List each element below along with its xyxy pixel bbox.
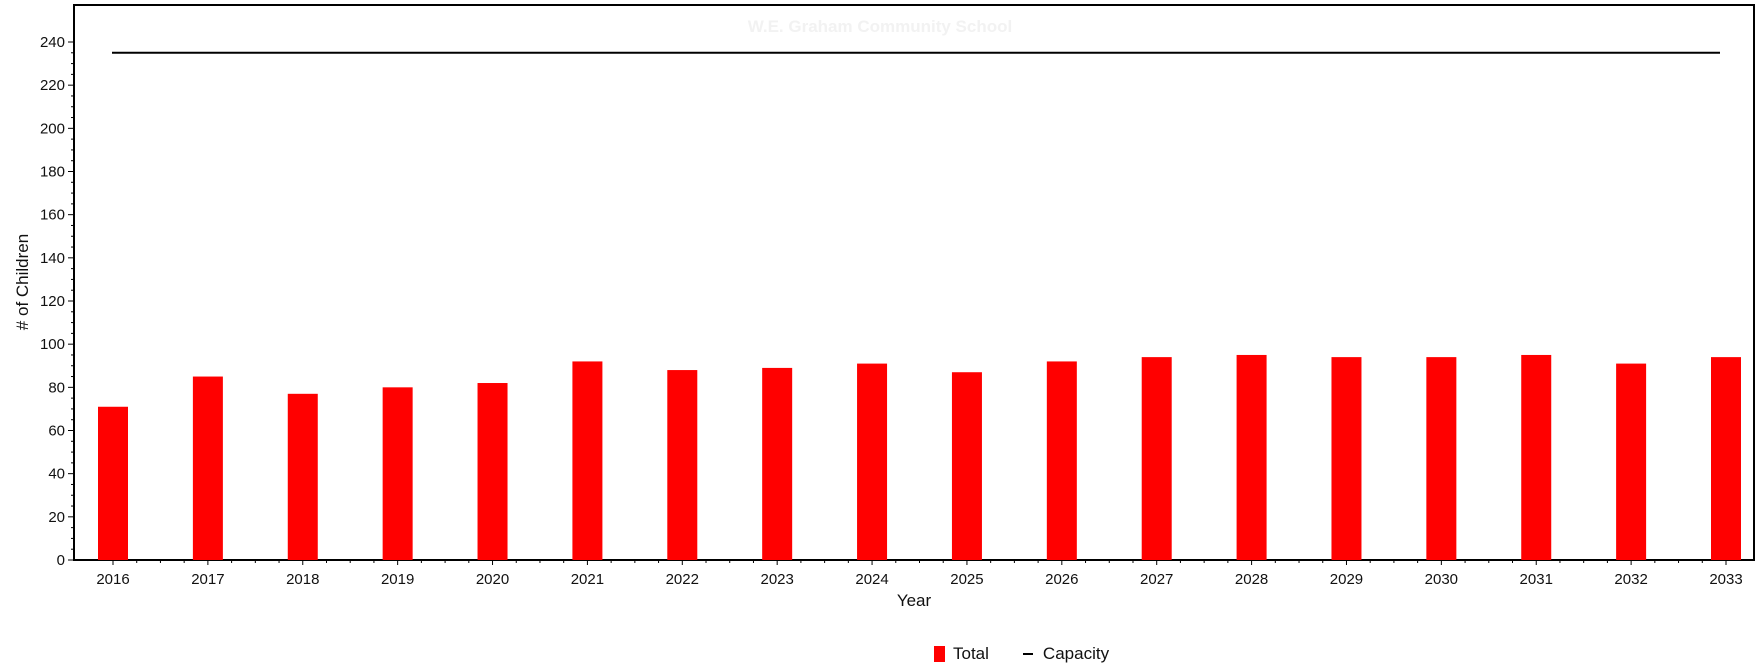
bar-total-2028 — [1236, 354, 1267, 560]
bar-total-2019 — [382, 387, 413, 560]
x-tick-label: 2032 — [1614, 571, 1647, 588]
legend: Total Capacity — [934, 644, 1143, 664]
legend-label-total: Total — [953, 644, 989, 663]
y-tick-label: 100 — [40, 336, 65, 353]
faded-background-title: W.E. Graham Community School — [748, 17, 1012, 36]
bar-total-2016 — [98, 406, 128, 560]
y-tick-label: 140 — [40, 250, 65, 267]
x-tick-label: 2017 — [191, 571, 224, 588]
y-tick-label: 220 — [40, 77, 65, 94]
plot-border — [73, 4, 1755, 561]
legend-item-capacity: Capacity — [1022, 644, 1110, 664]
x-tick-label: 2026 — [1045, 571, 1078, 588]
x-tick-label: 2028 — [1235, 571, 1268, 588]
x-axis-title: Year — [897, 591, 932, 610]
bar-total-2030 — [1426, 357, 1457, 560]
bar-total-2023 — [762, 367, 793, 560]
x-tick-label: 2019 — [381, 571, 414, 588]
legend-item-total: Total — [934, 644, 989, 664]
x-axis: 2016 2017 2018 2019 2020 2021 2022 2023 2024 2025… — [96, 560, 1743, 588]
x-tick-label: 2031 — [1520, 571, 1553, 588]
bar-total-2018 — [287, 393, 318, 560]
y-tick-label: 240 — [40, 34, 65, 51]
legend-swatch-total — [934, 646, 945, 662]
legend-swatch-capacity — [1022, 653, 1033, 655]
x-tick-label: 2029 — [1330, 571, 1363, 588]
y-tick-label: 80 — [48, 379, 65, 396]
y-axis-title: # of Children — [13, 234, 32, 330]
x-tick-label: 2030 — [1425, 571, 1458, 588]
plot-frame — [73, 4, 1755, 561]
x-tick-label: 2022 — [666, 571, 699, 588]
x-tick-label: 2020 — [476, 571, 509, 588]
bar-total-2031 — [1521, 354, 1552, 560]
bar-total-2025 — [951, 372, 982, 560]
y-tick-label: 180 — [40, 164, 65, 181]
y-tick-label: 20 — [48, 509, 65, 526]
bar-total-2020 — [477, 383, 508, 560]
y-tick-label: 60 — [48, 423, 65, 440]
bar-total-2029 — [1331, 357, 1362, 560]
x-tick-label: 2018 — [286, 571, 319, 588]
bar-total-2033 — [1711, 357, 1741, 560]
legend-label-capacity: Capacity — [1042, 644, 1110, 663]
y-tick-label: 160 — [40, 207, 65, 224]
x-tick-label: 2016 — [96, 571, 129, 588]
bar-total-2021 — [572, 361, 603, 560]
y-tick-label: 200 — [40, 120, 65, 137]
bar-series-total — [98, 354, 1741, 560]
x-tick-label: 2033 — [1709, 571, 1742, 588]
bar-total-2024 — [857, 363, 888, 560]
y-tick-label: 40 — [48, 466, 65, 483]
bar-total-2027 — [1141, 357, 1172, 560]
bar-total-2026 — [1046, 361, 1077, 560]
x-tick-label: 2021 — [571, 571, 604, 588]
bar-total-2032 — [1616, 363, 1647, 560]
y-tick-label: 120 — [40, 293, 65, 310]
x-tick-label: 2024 — [855, 571, 888, 588]
x-tick-label: 2025 — [950, 571, 983, 588]
bar-total-2017 — [192, 376, 223, 560]
x-tick-label: 2027 — [1140, 571, 1173, 588]
y-axis: 0 20 40 60 80 100 120 140 160 180 200 220 240 — [40, 34, 74, 569]
x-tick-label: 2023 — [760, 571, 793, 588]
y-tick-label: 0 — [57, 552, 65, 569]
bar-total-2022 — [667, 370, 698, 560]
